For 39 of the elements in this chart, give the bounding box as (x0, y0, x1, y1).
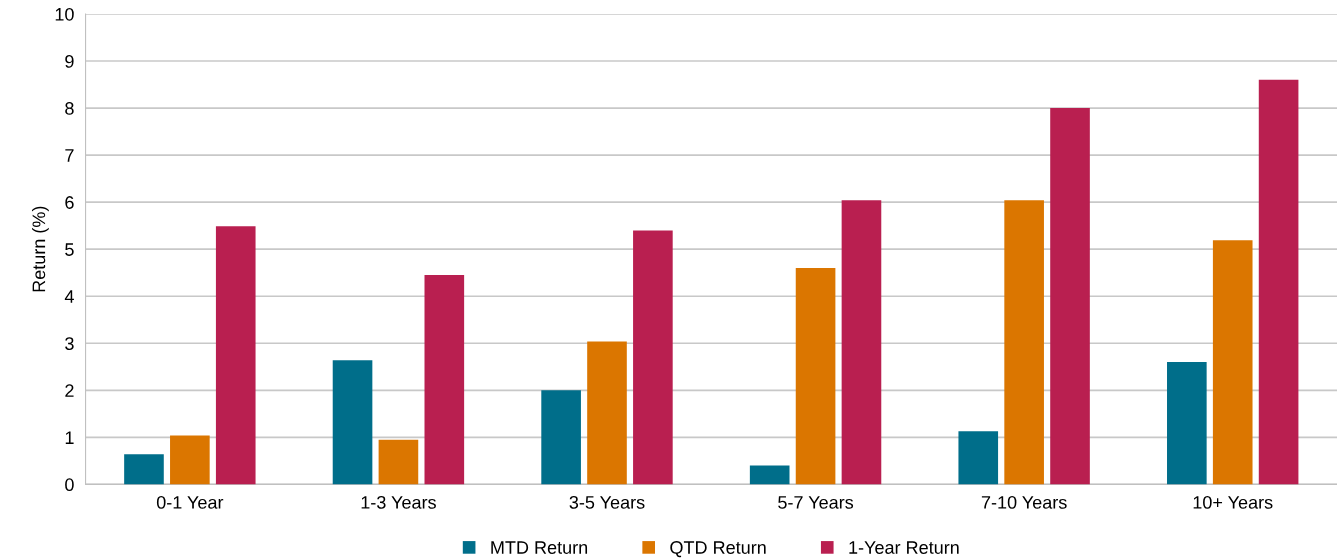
x-tick-label: 7-10 Years (981, 495, 1067, 509)
y-tick-label: 9 (65, 54, 74, 68)
bar (424, 275, 465, 485)
bar (958, 431, 999, 485)
y-tick-label: 4 (64, 290, 74, 303)
x-tick-label: 1-3 Years (361, 495, 436, 509)
y-tick-label: 10 (55, 7, 74, 21)
y-tick-label: 3 (65, 337, 74, 350)
bar (170, 435, 210, 485)
legend-label: MTD Return (491, 541, 588, 554)
y-tick-label: 6 (65, 196, 74, 209)
bar (215, 226, 256, 485)
x-tick-label: 5-7 Years (778, 496, 854, 509)
bar (633, 230, 673, 485)
y-tick-label: 8 (65, 102, 74, 115)
bar (749, 465, 790, 485)
bar (1212, 240, 1253, 485)
x-tick-label: 3-5 Years (569, 495, 645, 509)
y-tick-label: 5 (65, 243, 74, 256)
bar (124, 454, 164, 485)
bar (1167, 362, 1207, 485)
y-tick-label: 2 (65, 384, 74, 397)
x-tick-label: 10+ Years (1193, 495, 1273, 509)
y-tick-label: 1 (65, 431, 74, 444)
x-tick-label: 0-1 Year (156, 495, 224, 509)
bar (332, 360, 373, 485)
legend-label: 1-Year Return (849, 541, 959, 554)
bar (795, 268, 836, 485)
bar (378, 439, 419, 485)
bar (841, 200, 882, 485)
bar (587, 341, 627, 485)
bar (1050, 108, 1090, 485)
legend-label: QTD Return (670, 541, 766, 558)
y-tick-label: 7 (65, 149, 74, 162)
y-tick-label: 0 (65, 478, 74, 492)
bar (1004, 200, 1044, 485)
bar (1258, 79, 1299, 485)
bar (541, 390, 581, 485)
y-axis-title: Return (%) (31, 206, 49, 292)
